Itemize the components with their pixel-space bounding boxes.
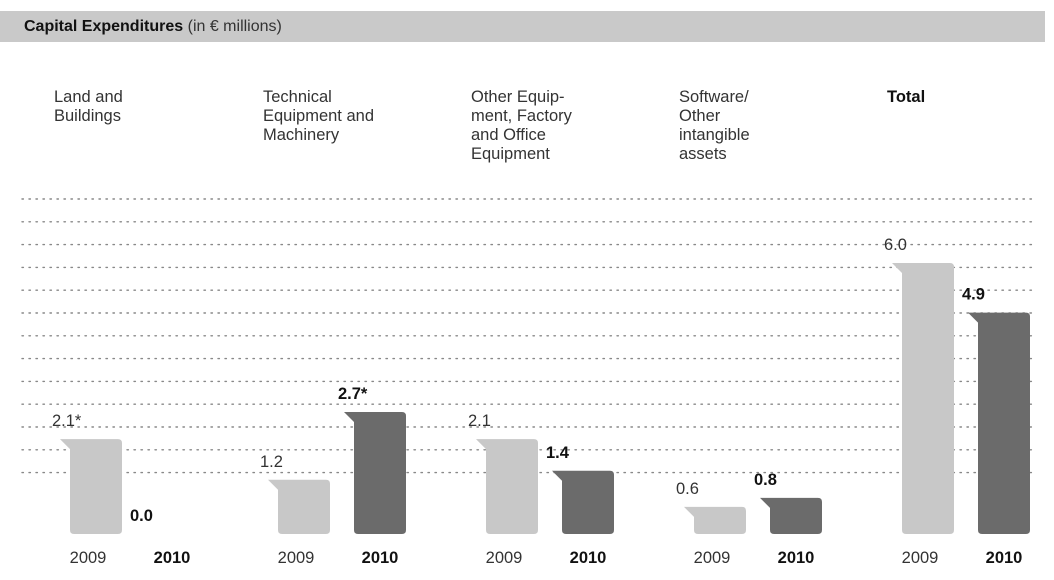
data-label-2010-1: 2.7* <box>338 385 368 403</box>
category-label-other-equipment: Other Equip- ment, Factory and Office Eq… <box>471 88 572 163</box>
category-label-land-buildings: Land and Buildings <box>54 88 123 125</box>
year-label-2010-2: 2010 <box>570 549 607 567</box>
bar-2009-3 <box>684 506 746 534</box>
data-label-2010-4: 4.9 <box>962 286 985 304</box>
bars <box>60 263 1030 534</box>
chart-title: Capital Expenditures <box>24 18 184 35</box>
chart-subtitle: (in € millions) <box>187 18 282 35</box>
year-label-2010-0: 2010 <box>154 549 191 567</box>
bar-2010-4 <box>968 312 1030 534</box>
year-label-2009-4: 2009 <box>902 549 939 567</box>
data-label-2009-0: 2.1* <box>52 412 82 430</box>
category-label-technical-equipment: Technical Equipment and Machinery <box>263 88 374 144</box>
bar-2009-2 <box>476 439 538 534</box>
data-label-2010-3: 0.8 <box>754 471 777 489</box>
year-label-2010-1: 2010 <box>362 549 399 567</box>
bar-2009-0 <box>60 439 122 534</box>
bar-2009-1 <box>268 479 330 534</box>
year-label-2009-3: 2009 <box>694 549 731 567</box>
bar-2010-2 <box>552 470 614 534</box>
chart-header: Capital Expenditures (in € millions) <box>0 11 1045 42</box>
bar-2010-3 <box>760 497 822 534</box>
category-label-total: Total <box>887 88 926 106</box>
year-labels: 2009 2009 2009 2009 2009 2010 2010 2010 2010 2010 <box>70 549 1023 567</box>
data-labels: 2.1* 1.2 2.1 0.6 6.0 0.0 2.7* 1.4 0.8 4.9 <box>52 236 985 525</box>
year-label-2009-1: 2009 <box>278 549 315 567</box>
data-label-2009-3: 0.6 <box>676 480 699 498</box>
bar-2009-4 <box>892 263 954 534</box>
year-label-2010-4: 2010 <box>986 549 1023 567</box>
data-label-2009-4: 6.0 <box>884 236 907 254</box>
data-label-2010-0: 0.0 <box>130 507 153 525</box>
year-label-2009-2: 2009 <box>486 549 523 567</box>
category-label-software: Software/ Other intangible assets <box>679 88 750 163</box>
bar-2010-1 <box>344 412 406 534</box>
data-label-2009-2: 2.1 <box>468 412 491 430</box>
gridlines <box>21 198 1037 474</box>
data-label-2010-2: 1.4 <box>546 444 570 462</box>
year-label-2010-3: 2010 <box>778 549 815 567</box>
year-label-2009-0: 2009 <box>70 549 107 567</box>
data-label-2009-1: 1.2 <box>260 453 283 471</box>
